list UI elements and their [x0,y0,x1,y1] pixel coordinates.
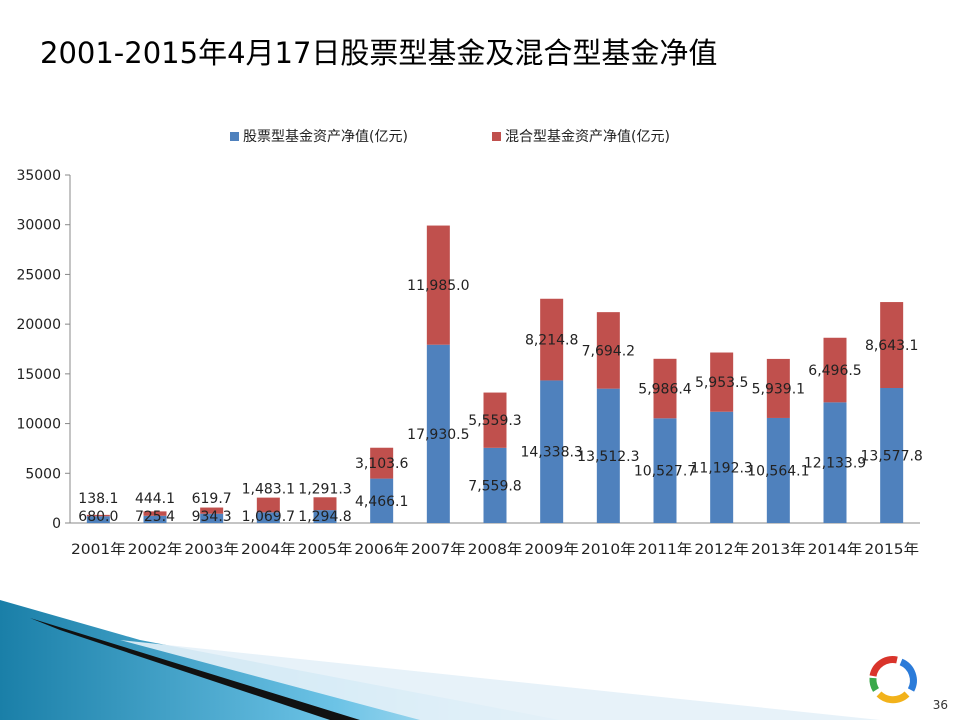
bar-stock [86,516,110,523]
bar-mixed [426,225,450,345]
bar-stock [256,512,280,523]
data-label-stock: 680.0 [78,509,118,525]
x-tick-label: 2008年 [468,542,523,558]
data-label-mixed: 1,291.3 [298,481,351,497]
bar-stock [653,418,677,523]
data-label-mixed: 7,694.2 [582,343,635,359]
data-label-stock: 1,294.8 [298,509,351,525]
bars [86,225,904,523]
data-label-stock: 934.3 [192,509,232,525]
x-tick-label: 2010年 [581,542,636,558]
bar-stock [143,515,167,523]
decor-swoosh-dark [30,618,360,720]
x-tick-label: 2004年 [241,542,296,558]
data-label-stock: 11,192.3 [690,460,752,476]
data-label-mixed: 444.1 [135,491,175,507]
x-tick-label: 2007年 [411,542,466,558]
bar-mixed [880,302,904,388]
y-tick-label: 25000 [16,267,61,283]
y-tick-label: 35000 [16,168,61,184]
data-label-stock: 725.4 [135,509,175,525]
bar-stock [426,344,450,523]
bar-mixed [596,312,620,389]
data-label-mixed: 11,985.0 [407,278,469,294]
stacked-bar-chart: 股票型基金资产净值(亿元) 混合型基金资产净值(亿元) 0 5000 10000 150… [16,128,923,558]
bar-stock [483,447,507,523]
bar-mixed [483,392,507,448]
legend-label-1: 股票型基金资产净值(亿元) [243,128,408,145]
data-label-stock: 13,512.3 [577,449,639,465]
data-label-stock: 1,069.7 [242,509,295,525]
bar-stock [596,388,620,523]
x-tick-label: 2014年 [808,542,863,558]
bar-mixed [540,298,564,381]
bar-stock [766,417,790,523]
bar-stock [710,411,734,523]
data-label-mixed: 1,483.1 [242,482,295,498]
legend-swatch-2 [492,132,501,141]
slide-title: 2001-2015年4月17日股票型基金及混合型基金净值 [40,36,718,70]
bar-stock [823,402,847,523]
y-tick-label: 15000 [16,367,61,383]
bar-mixed [86,514,110,517]
y-tick-label: 0 [52,516,61,532]
data-label-stock: 12,133.9 [804,456,866,472]
y-tick-label: 5000 [25,466,61,482]
y-tick-label: 20000 [16,317,61,333]
bar-mixed [143,511,167,516]
data-label-mixed: 3,103.6 [355,456,409,472]
bar-stock [313,510,337,523]
data-label-mixed: 619.7 [192,491,232,507]
bar-stock [880,387,904,523]
data-label-mixed: 5,953.5 [695,375,748,391]
data-label-stock: 4,466.1 [355,494,408,510]
x-tick-label: 2012年 [694,542,749,558]
data-label-mixed: 6,496.5 [808,363,861,379]
x-tick-label: 2015年 [864,542,919,558]
x-tick-label: 2013年 [751,542,806,558]
data-label-stock: 14,338.3 [520,445,582,461]
y-tick-label: 30000 [16,218,61,234]
x-tick-label: 2003年 [184,542,239,558]
data-label-stock: 13,577.8 [860,448,922,464]
x-tick-label: 2001年 [71,542,126,558]
data-label-stock: 10,527.7 [634,464,696,480]
bar-stock [370,478,394,523]
chart-legend: 股票型基金资产净值(亿元) 混合型基金资产净值(亿元) [230,128,670,145]
x-tick-label: 2006年 [354,542,409,558]
decor-swoosh-blue [0,600,560,720]
x-tick-label: 2009年 [524,542,579,558]
decor-swoosh-light [120,640,880,720]
bar-mixed [313,497,337,511]
data-label-mixed: 8,643.1 [865,338,918,354]
bar-mixed [823,337,847,403]
legend-swatch-1 [230,132,239,141]
bar-mixed [710,352,734,412]
bar-mixed [766,358,790,418]
data-label-mixed: 138.1 [78,491,118,507]
x-tick-label: 2005年 [298,542,353,558]
x-tick-label: 2002年 [128,542,183,558]
x-tick-label: 2011年 [638,542,693,558]
data-labels: 680.0 138.1 725.4 444.1 934.3 619.7 1,069.7 1,4… [78,278,923,525]
data-label-stock: 7,559.8 [468,478,521,494]
data-label-mixed: 8,214.8 [525,333,578,349]
bar-stock [540,380,564,523]
bar-mixed [370,447,394,479]
bar-mixed [200,507,224,514]
data-label-stock: 10,564.1 [747,463,809,479]
logo-icon [869,656,917,704]
y-tick-label: 10000 [16,417,61,433]
data-label-stock: 17,930.5 [407,427,469,443]
legend-label-2: 混合型基金资产净值(亿元) [505,128,670,145]
bar-stock [200,513,224,523]
bar-mixed [653,358,677,419]
bar-mixed [256,497,280,513]
y-axis: 0 5000 10000 15000 20000 25000 30000 35000 [16,168,71,532]
data-label-mixed: 5,559.3 [468,413,521,429]
page-number: 36 [932,698,948,712]
data-label-mixed: 5,986.4 [638,382,692,398]
data-label-mixed: 5,939.1 [752,381,805,397]
